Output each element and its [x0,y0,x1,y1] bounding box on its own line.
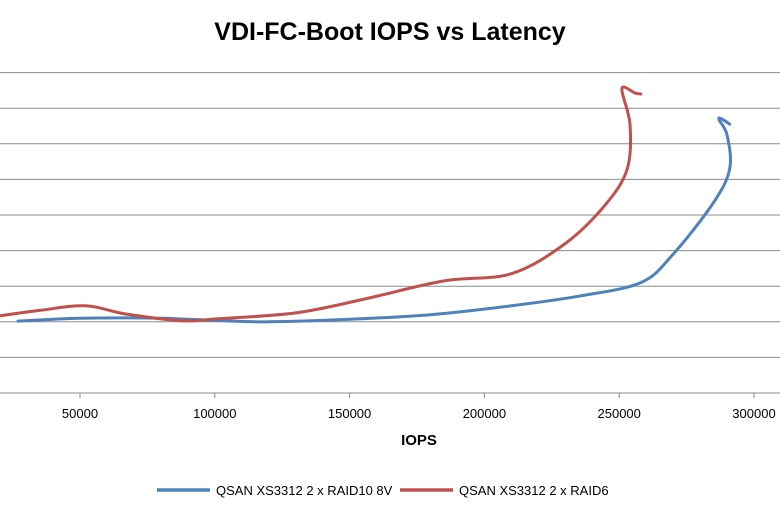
series-line-raid10 [16,116,733,324]
x-axis-title: IOPS [401,432,437,449]
gridlines [0,72,780,358]
x-tick-label: 200000 [463,406,506,421]
x-tick-label: 50000 [62,406,98,421]
legend-label: QSAN XS3312 2 x RAID6 [459,483,609,498]
series-lines [0,85,733,324]
series-line-raid6 [0,85,643,323]
legend: QSAN XS3312 2 x RAID10 8V QSAN XS3312 2 x… [157,483,609,498]
x-axis-ticks: 50000 100000 150000 200000 250000 300000 [62,393,776,421]
x-tick-label: 100000 [193,406,236,421]
x-tick-label: 250000 [598,406,641,421]
chart-title: VDI-FC-Boot IOPS vs Latency [214,18,566,46]
x-tick-label: 150000 [328,406,371,421]
legend-label: QSAN XS3312 2 x RAID10 8V [216,483,393,498]
x-tick-label: 300000 [732,406,775,421]
